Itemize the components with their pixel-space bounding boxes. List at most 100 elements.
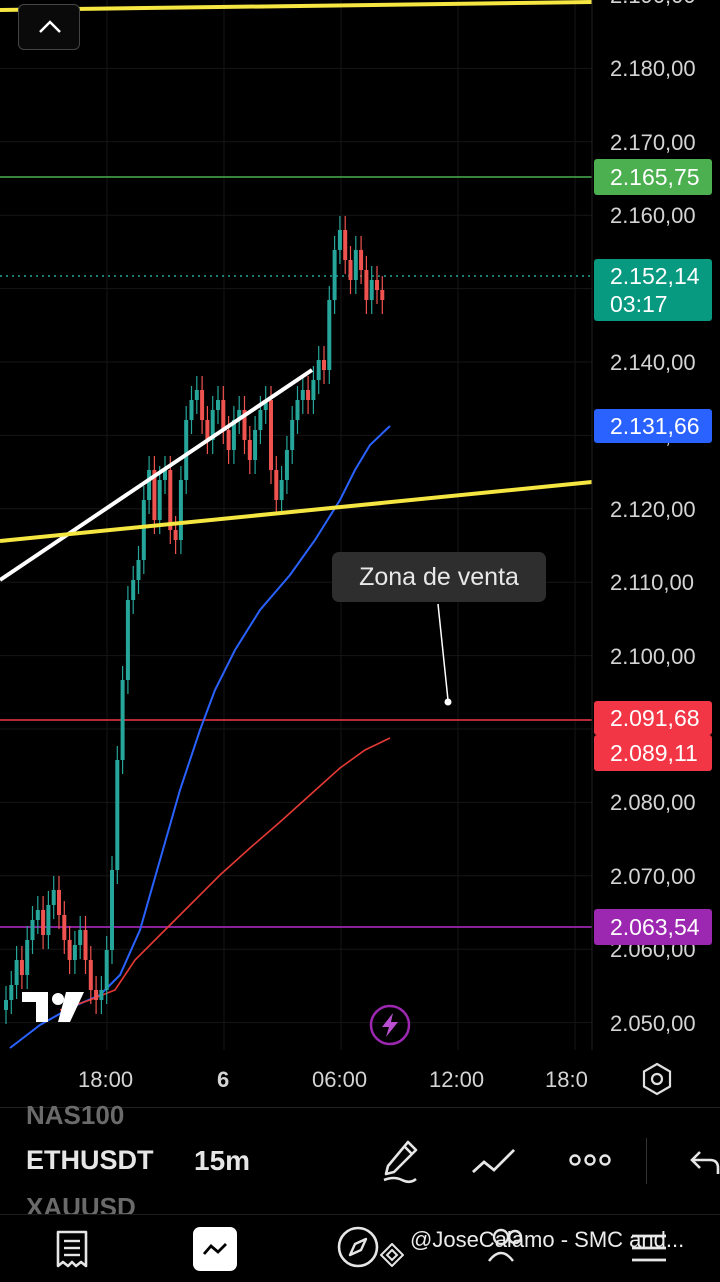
candle-body <box>57 890 61 915</box>
blue-ma-badge: 2.131,66 <box>594 409 712 443</box>
candle-body <box>263 400 268 410</box>
explore-icon[interactable] <box>336 1225 380 1269</box>
candle-body <box>51 890 56 905</box>
time-axis-label: 18:00 <box>78 1067 134 1092</box>
zona-de-venta-callout[interactable]: Zona de venta <box>332 552 546 602</box>
candle-body <box>141 500 146 560</box>
symbol-toolbar: NAS100 ETHUSDT XAUUSD 15m <box>0 1100 720 1222</box>
tradingview-logo-icon[interactable] <box>22 990 86 1024</box>
candle-body <box>83 930 88 960</box>
red-ma-badge: 2.089,11 <box>594 735 712 771</box>
symbol-prev[interactable]: NAS100 <box>26 1100 125 1130</box>
price-axis-label: 2.120,00 <box>610 496 696 522</box>
candle-body <box>279 480 284 500</box>
yellow-trendline-lower[interactable] <box>0 480 593 543</box>
candle-body <box>221 400 226 430</box>
candle-body <box>274 470 279 500</box>
candle-body <box>125 600 130 680</box>
candle-body <box>194 390 199 400</box>
candle-body <box>210 410 215 440</box>
callout-pointer <box>437 603 449 701</box>
candle-body <box>67 940 72 960</box>
candle-body <box>353 250 358 280</box>
author-watermark: @JoseCalamo - SMC and... <box>410 1227 685 1252</box>
candle-body <box>364 270 369 300</box>
candle-body <box>88 960 93 990</box>
candle-body <box>237 410 242 420</box>
candle-body <box>332 250 337 300</box>
candle-body <box>62 915 67 940</box>
collapse-button[interactable] <box>18 4 80 50</box>
time-axis-label: 6 <box>217 1067 230 1092</box>
price-axis-label: 2.190,00 <box>610 0 696 9</box>
red-moving-average <box>59 737 391 1011</box>
candlesticks <box>4 216 385 1024</box>
candle-body <box>99 990 104 1000</box>
lightning-icon[interactable] <box>369 1004 411 1046</box>
candle-body <box>231 420 236 450</box>
purple-level-badge: 2.063,54 <box>594 909 712 945</box>
interval-selector[interactable]: 15m <box>194 1145 251 1176</box>
community-icon[interactable] <box>487 1225 527 1269</box>
candle-body <box>316 360 321 380</box>
yellow-trendline-upper[interactable] <box>0 0 593 12</box>
candle-body <box>327 300 332 370</box>
candle-body <box>200 390 205 420</box>
price-axis-label: 2.070,00 <box>610 863 696 889</box>
candle-body <box>226 430 231 450</box>
candle-body <box>295 400 300 420</box>
chart-tab[interactable] <box>193 1227 237 1271</box>
price-axis-label: 2.180,00 <box>610 56 696 82</box>
watchlist-icon[interactable] <box>55 1229 89 1269</box>
price-axis-label: 2.110,00 <box>610 570 695 596</box>
diamond-icon <box>380 1243 404 1267</box>
price-axis-label: 2.100,00 <box>610 643 696 669</box>
price-axis-label: 2.140,00 <box>610 350 696 375</box>
candle-body <box>189 400 194 420</box>
candle-body <box>147 470 152 500</box>
candle-body <box>41 910 46 935</box>
price-axis-label: 2.160,00 <box>610 203 696 229</box>
white-trendline[interactable] <box>0 368 314 582</box>
candle-body <box>178 480 183 540</box>
candle-body <box>343 230 348 260</box>
candle-body <box>258 410 263 430</box>
last-price-value: 2.152,14 <box>610 263 700 289</box>
candle-body <box>9 985 14 1000</box>
candle-body <box>311 380 316 400</box>
candle-body <box>375 280 379 290</box>
candle-body <box>14 960 19 985</box>
price-axis-label: 2.080,00 <box>610 790 696 816</box>
callout-text: Zona de venta <box>359 563 519 591</box>
candle-body <box>359 250 364 270</box>
candle-body <box>25 940 30 975</box>
candle-body <box>157 480 162 520</box>
candle-body <box>205 420 210 440</box>
bottom-navigation: @JoseCalamo - SMC and... <box>0 1214 720 1282</box>
settings-hexagon-icon[interactable] <box>641 1062 673 1096</box>
trend-line-icon[interactable] <box>470 1144 518 1180</box>
candle-body <box>306 390 311 400</box>
candle-body <box>46 905 51 935</box>
green-level-badge: 2.165,75 <box>594 159 712 195</box>
symbol-selector[interactable]: ETHUSDT <box>26 1145 154 1175</box>
candle-body <box>4 1000 8 1010</box>
undo-icon[interactable] <box>688 1148 720 1174</box>
candle-body <box>247 440 252 460</box>
callout-anchor-dot <box>444 698 452 706</box>
more-icon[interactable] <box>569 1152 611 1168</box>
candle-body <box>104 950 109 990</box>
candle-body <box>369 280 374 300</box>
time-axis-label: 06:00 <box>312 1067 368 1092</box>
candle-body <box>35 910 40 920</box>
candle-body <box>131 580 136 600</box>
candle-body <box>253 430 258 460</box>
candle-body <box>269 400 273 470</box>
candle-body <box>115 760 120 870</box>
candle-body <box>163 470 167 480</box>
candle-body <box>380 290 385 300</box>
pencil-icon[interactable] <box>380 1138 420 1184</box>
price-chart[interactable] <box>0 0 720 1106</box>
menu-icon[interactable] <box>630 1233 668 1263</box>
price-axis-label: 2.170,00 <box>610 129 696 155</box>
